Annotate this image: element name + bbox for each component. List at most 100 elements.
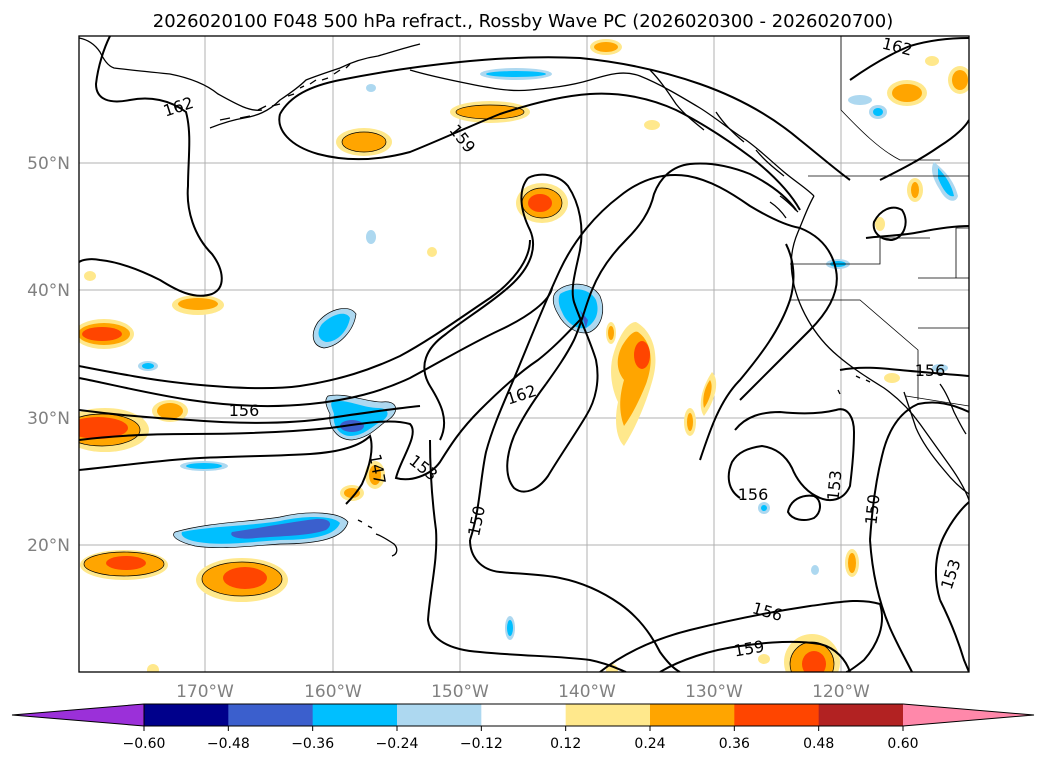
contour-162-northeast	[849, 37, 969, 81]
positive-anomaly-shading	[79, 39, 969, 672]
pos-patch-18n-west	[80, 550, 168, 580]
contour-ne-arc	[879, 119, 969, 181]
lon-label-120w: 120°W	[812, 682, 870, 702]
contour-162-ridge	[506, 173, 599, 493]
lat-label-30n: 30°N	[27, 409, 70, 429]
contour-156-east	[727, 408, 856, 502]
lon-label-150w: 150°W	[431, 682, 489, 702]
figure-title: 2026020100 F048 500 hPa refract., Rossby…	[153, 11, 894, 32]
outline-neg-1	[173, 512, 349, 549]
pos-patch-57n-110w	[948, 66, 969, 94]
contour-162-aleutian	[79, 36, 223, 297]
lon-label-160w: 160°W	[304, 682, 362, 702]
outline-neg-4	[325, 394, 396, 441]
coast-gulf-of-alaska	[409, 69, 815, 197]
contour-east-upper	[739, 227, 838, 401]
coast-alaska-peninsula	[79, 37, 263, 111]
border-us-mexico	[905, 395, 969, 407]
contour-east-ridge	[699, 243, 795, 461]
colorbar-tick-label: 0.24	[634, 736, 665, 752]
colorbar-tick-label: 0.36	[719, 736, 750, 752]
contour-label-162-ne: 162	[880, 34, 914, 60]
outline-pos-1	[79, 413, 141, 447]
contour-closed-small	[786, 494, 821, 521]
colorbar-tick-label: 0.48	[803, 736, 834, 752]
map-panel: 162 159 162 156 147 153 150 162 156 153 …	[79, 34, 969, 672]
contour-147	[79, 434, 373, 505]
coast-baja	[903, 391, 969, 495]
pos-patch-47n-144w	[516, 183, 568, 223]
coast-aleutian-islands	[219, 63, 351, 121]
lon-label-170w: 170°W	[176, 682, 234, 702]
pos-patch-38n-166w	[172, 295, 224, 315]
colorbar-ticks: −0.60 −0.48 −0.36 −0.24 −0.12 0.12 0.24 0.36 0.4…	[123, 726, 919, 752]
pos-patch-31n-131w	[700, 372, 717, 416]
pos-patch-35n-136w	[611, 322, 656, 446]
colorbar-segment-3	[312, 704, 398, 726]
border-alaska-canada	[840, 36, 940, 161]
contour-ridge-east	[545, 162, 797, 385]
coast-hawaii	[357, 519, 398, 557]
colorbar-segment-8	[734, 704, 820, 726]
outline-pos-7	[341, 131, 387, 153]
colorbar-segment-6	[565, 704, 651, 726]
contour-153-far-east-upper	[934, 501, 969, 601]
lat-label-20n: 20°N	[27, 536, 70, 556]
pos-patch-west-28n	[79, 408, 149, 452]
contour-156-coast	[839, 366, 969, 377]
contour-153-west	[79, 405, 421, 424]
contour-ne-lower	[865, 225, 969, 239]
colorbar-segment-4	[397, 704, 482, 726]
colorbar-tick-label: −0.36	[291, 736, 334, 752]
coast-vancouver-island	[769, 195, 799, 219]
pos-patch-51n-158w	[336, 128, 392, 156]
coast-gulf-california	[939, 383, 967, 435]
colorbar-segment-1	[144, 704, 229, 726]
contour-label-156-w: 156	[229, 401, 260, 420]
coast-aleutians-east	[209, 43, 421, 129]
coast-channel-islands	[837, 375, 871, 395]
contour-159-north	[278, 92, 801, 211]
contour-150-south	[469, 539, 681, 672]
lon-label-130w: 130°W	[685, 682, 743, 702]
refractivity-contours	[79, 36, 969, 672]
pos-patch-54n-149w	[450, 101, 530, 123]
longitude-labels: 170°W 160°W 150°W 140°W 130°W 120°W	[176, 682, 870, 702]
pos-patch-west-36n	[79, 319, 134, 349]
neg-patch-49n-115w	[932, 162, 958, 201]
contour-150-east	[869, 401, 969, 541]
colorbar: −0.60 −0.48 −0.36 −0.24 −0.12 0.12 0.24 0.36 0.4…	[11, 703, 1035, 752]
colorbar-extend-max	[903, 704, 1034, 726]
border-california-nevada	[790, 299, 919, 400]
outline-pos-2	[83, 551, 165, 577]
lat-label-50n: 50°N	[27, 154, 70, 174]
contour-150-middle	[469, 174, 801, 541]
contour-159-west	[79, 239, 531, 390]
contour-156-south	[599, 599, 883, 672]
neg-patch-55n-146w	[480, 68, 552, 80]
map-frame	[78, 35, 970, 673]
contour-150-east-south	[869, 539, 913, 672]
colorbar-extend-min	[12, 704, 144, 726]
colorbar-tick-label: −0.60	[123, 736, 166, 752]
lon-label-140w: 140°W	[558, 682, 616, 702]
anomaly-outlines	[79, 104, 835, 672]
neg-patch-30n-158w	[325, 395, 396, 440]
pos-patch-13n-123w	[784, 634, 840, 672]
lat-label-40n: 40°N	[27, 281, 70, 301]
pos-patch-17n-165w	[196, 558, 288, 602]
coastlines	[79, 37, 969, 557]
colorbar-tick-label: −0.24	[376, 736, 419, 752]
coast-alaska-panhandle	[649, 69, 785, 177]
colorbar-tick-label: 0.12	[550, 736, 581, 752]
colorbar-segments	[12, 704, 1034, 726]
neg-patch-36n-159w	[313, 308, 356, 348]
contour-closed-ne	[872, 206, 907, 242]
colorbar-segment-9	[818, 704, 904, 726]
colorbar-tick-label: −0.12	[460, 736, 503, 752]
border-states-2	[918, 227, 969, 329]
outline-neg-3	[312, 308, 357, 349]
contour-label-156-coast: 156	[915, 361, 946, 380]
contour-ridge-west	[423, 177, 535, 441]
